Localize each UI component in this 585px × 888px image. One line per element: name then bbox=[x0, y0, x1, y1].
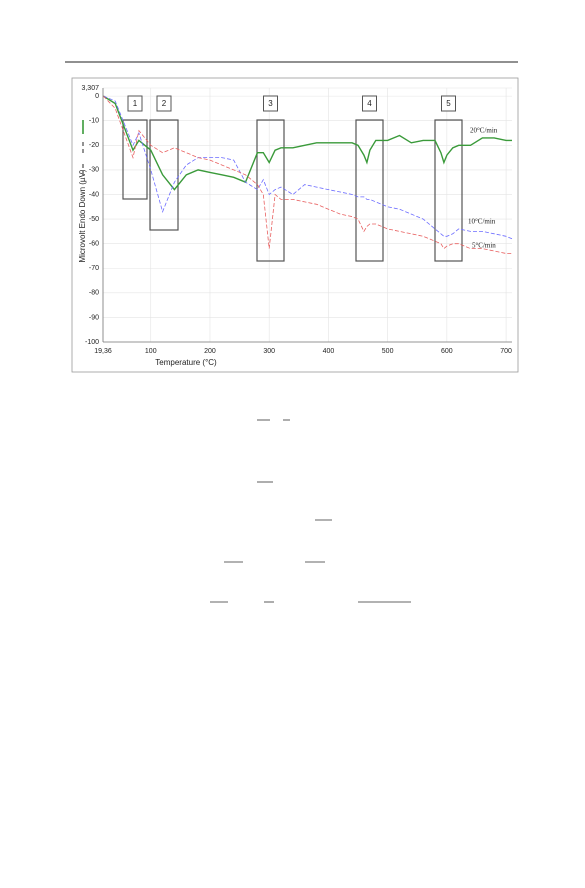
region-label-box bbox=[156, 95, 172, 112]
series-line bbox=[103, 95, 512, 191]
region-box bbox=[149, 119, 179, 231]
y-tick-label: -80 bbox=[89, 290, 99, 297]
chart-frame bbox=[71, 77, 519, 373]
y-axis-label: Microvolt Endo Down (µV) bbox=[78, 169, 87, 262]
region-label: 1 bbox=[133, 99, 138, 108]
y-tick-label: -90 bbox=[89, 314, 99, 321]
y-tick-label: -30 bbox=[89, 167, 99, 174]
y-tick-label: -40 bbox=[89, 191, 99, 198]
series-label: 10°C/min bbox=[468, 218, 496, 226]
series-label: 20°C/min bbox=[470, 127, 498, 135]
region-label: 2 bbox=[162, 99, 167, 108]
region-label: 3 bbox=[268, 99, 273, 108]
x-tick-label: 500 bbox=[382, 348, 394, 355]
x-tick-label: 700 bbox=[500, 348, 512, 355]
y-tick-label: -20 bbox=[89, 142, 99, 149]
region-label-box bbox=[441, 95, 456, 112]
y-tick-label: -50 bbox=[89, 216, 99, 223]
equation-remnants bbox=[210, 419, 411, 603]
region-box bbox=[434, 119, 463, 262]
region-label-box bbox=[362, 95, 377, 112]
x-tick-label: 100 bbox=[145, 348, 157, 355]
x-tick-label: 200 bbox=[204, 348, 216, 355]
x-tick-label: 300 bbox=[263, 348, 275, 355]
x-tick-label: 19,36 bbox=[94, 348, 112, 355]
region-label-box bbox=[263, 95, 278, 112]
series-label: 5°C/min bbox=[472, 242, 496, 250]
y-tick-label: -70 bbox=[89, 265, 99, 272]
region-label-box bbox=[127, 95, 143, 112]
y-tick-label: 0 bbox=[95, 93, 99, 100]
y-tick-label: -10 bbox=[89, 118, 99, 125]
region-label: 5 bbox=[446, 99, 451, 108]
y-tick-label: -60 bbox=[89, 240, 99, 247]
series-line bbox=[103, 95, 512, 254]
x-tick-label: 400 bbox=[323, 348, 335, 355]
y-tick-label: 3,307 bbox=[81, 85, 99, 92]
region-box bbox=[256, 119, 285, 262]
region-box bbox=[355, 119, 384, 262]
region-box bbox=[122, 119, 148, 200]
x-tick-label: 600 bbox=[441, 348, 453, 355]
series-line bbox=[103, 95, 513, 240]
x-axis-label: Temperature (°C) bbox=[155, 358, 217, 367]
region-label: 4 bbox=[367, 99, 372, 108]
y-tick-label: -100 bbox=[85, 339, 99, 346]
